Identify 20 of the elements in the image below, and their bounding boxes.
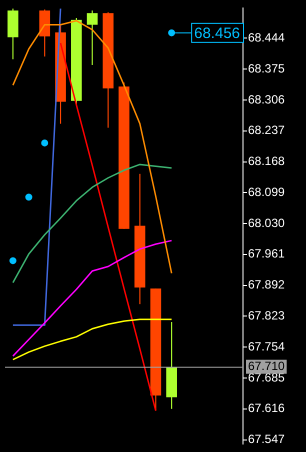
point xyxy=(9,257,16,264)
point xyxy=(25,194,32,201)
y-tick-label: 68.099 xyxy=(248,184,286,199)
ref-line-label: 67.710 xyxy=(248,359,286,374)
y-tick-label: 67.547 xyxy=(248,432,286,446)
point xyxy=(41,139,48,146)
y-tick-label: 67.892 xyxy=(248,278,286,292)
y-tick-label: 67.823 xyxy=(248,308,286,323)
data-label: 68.456 xyxy=(194,24,240,42)
y-tick-label: 68.168 xyxy=(248,154,286,168)
y-tick-label: 68.237 xyxy=(248,123,286,138)
y-tick-label: 68.030 xyxy=(248,216,286,230)
y-tick-label: 67.961 xyxy=(248,246,286,261)
y-tick-label: 68.306 xyxy=(248,92,286,106)
y-tick-label: 68.375 xyxy=(248,61,286,76)
y-tick-label: 68.444 xyxy=(248,30,286,45)
y-tick-label: 67.754 xyxy=(248,339,286,354)
y-tick-label: 67.616 xyxy=(248,401,286,416)
candlestick xyxy=(86,10,98,66)
point xyxy=(168,29,176,36)
